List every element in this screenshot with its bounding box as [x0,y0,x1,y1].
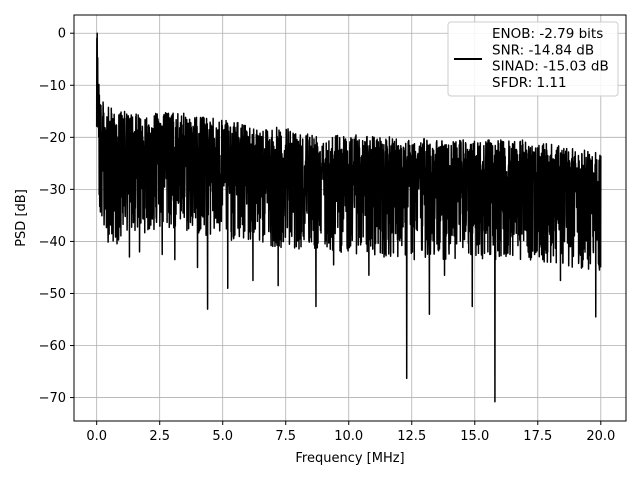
x-tick-label: 7.5 [275,429,296,444]
axes-frame [73,14,627,422]
plot-area [95,32,602,403]
x-axis-label: Frequency [MHz] [295,451,404,466]
axis-ticks: 0.0 2.5 5.0 7.5 10.0 12.5 15.0 17.5 20.0 0 −10 −20 −… [39,27,616,444]
y-tick-label: −40 [39,235,66,250]
y-tick-label: −70 [39,391,66,406]
y-tick-label: −60 [39,339,66,354]
y-tick-label: 0 [58,27,66,42]
y-tick-label: −30 [39,183,66,198]
x-tick-label: 2.5 [149,429,170,444]
x-tick-label: 0.0 [86,429,107,444]
psd-series-line [95,32,602,403]
y-tick-label: −20 [39,131,66,146]
legend-box [447,21,619,97]
x-tick-label: 5.0 [212,429,233,444]
legend-enob: ENOB: -2.79 bits [492,26,603,42]
legend-snr: SNR: -14.84 dB [492,42,594,58]
x-tick-label: 12.5 [397,429,426,444]
legend: ENOB: -2.79 bits SNR: -14.84 dB SINAD: -… [447,21,619,97]
y-tick-label: −50 [39,287,66,302]
y-tick-label: −10 [39,79,66,94]
x-tick-label: 10.0 [334,429,363,444]
x-tick-label: 20.0 [586,429,615,444]
y-axis-label: PSD [dB] [14,189,29,247]
legend-sfdr: SFDR: 1.11 [492,75,567,91]
x-tick-label: 17.5 [523,429,552,444]
legend-sinad: SINAD: -15.03 dB [492,59,609,75]
x-tick-label: 15.0 [460,429,489,444]
